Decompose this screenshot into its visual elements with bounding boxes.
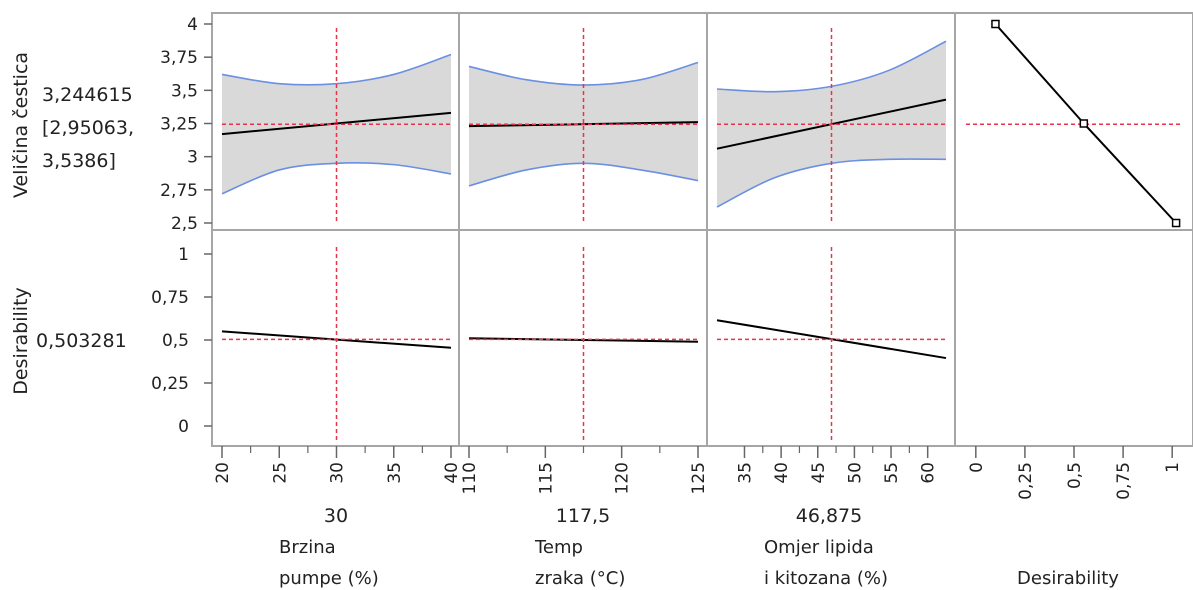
desirability-y-tick-label: 0 — [178, 417, 189, 437]
factor-1-x-tick-label: 30 — [328, 462, 348, 484]
response-y-tick-label: 3,25 — [160, 115, 198, 135]
profiler-panels — [211, 12, 1193, 447]
factor-1-x-tick-label: 35 — [385, 462, 405, 484]
factor-1-ci-upper-line — [221, 53, 452, 86]
factor-3-x-tick-label: 45 — [809, 462, 829, 484]
factor-3-x-tick-label: 35 — [735, 462, 755, 484]
factor-2-x-tick-label: 110 — [460, 462, 480, 494]
response-ci-upper: 3,5386] — [42, 150, 116, 172]
response-y-tick-label: 3 — [187, 148, 198, 168]
factor-1-x-tick-label: 20 — [213, 462, 233, 484]
desirability-x-tick-label: 0,25 — [1016, 462, 1036, 500]
factor-2-current-value: 117,5 — [556, 505, 610, 527]
response-y-tick-label: 3,5 — [171, 81, 198, 101]
desirability-function-handle — [991, 19, 1000, 29]
desirability-x-tick-label: 1 — [1163, 462, 1183, 473]
response-y-tick-label: 2,75 — [160, 181, 198, 201]
desirability-x-tick-label: 0,5 — [1065, 462, 1085, 489]
desirability-y-tick-label: 0,5 — [162, 331, 189, 351]
factor-1-x-tick-label: 25 — [270, 462, 290, 484]
desirability-y-tick-label: 0,75 — [151, 288, 189, 308]
factor-3-current-value: 46,875 — [796, 505, 862, 527]
desirability-y-tick-label: 0,25 — [151, 374, 189, 394]
response-y-tick-label: 4 — [187, 15, 198, 35]
factor-1-current-value: 30 — [324, 505, 348, 527]
response-y-tick-label: 2,5 — [171, 214, 198, 234]
factor-2-x-tick-label: 115 — [536, 462, 556, 494]
desirability-axis-label: Desirability — [10, 287, 32, 395]
desirability-x-label: Desirability — [1017, 568, 1119, 589]
factor-2-x-tick-label: 120 — [613, 462, 633, 494]
desirability-x-tick-label: 0 — [967, 462, 987, 473]
factor-1-name-line2: pumpe (%) — [279, 568, 379, 589]
factor-1-x-tick-label: 40 — [442, 462, 462, 484]
factor-3-x-tick-label: 55 — [882, 462, 902, 484]
factor-3-x-tick-label: 50 — [845, 462, 865, 484]
factor-2-x-tick-label: 125 — [689, 462, 709, 494]
response-current-value: 3,244615 — [42, 84, 133, 106]
desirability-current-value: 0,503281 — [36, 330, 127, 352]
desirability-function-handle — [1171, 218, 1181, 228]
response-ci-lower: [2,95063, — [42, 117, 134, 139]
factor-3-name-line1: Omjer lipida — [764, 537, 874, 558]
factor-2-name-line1: Temp — [534, 537, 583, 558]
desirability-function-handle — [1079, 119, 1089, 128]
desirability-x-tick-label: 0,75 — [1114, 462, 1134, 500]
factor-3-x-tick-label: 40 — [772, 462, 792, 484]
response-y-tick-label: 3,75 — [160, 48, 198, 68]
response-axis-label: Veličina čestica — [10, 52, 32, 198]
factor-3-x-tick-label: 60 — [919, 462, 939, 484]
factor-2-name-line2: zraka (°C) — [535, 568, 625, 589]
factor-1-name-line1: Brzina — [279, 537, 336, 558]
factor-3-name-line2: i kitozana (%) — [764, 568, 888, 589]
desirability-y-tick-label: 1 — [178, 245, 189, 265]
